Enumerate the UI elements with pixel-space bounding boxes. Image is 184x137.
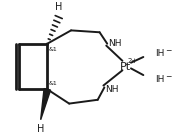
Text: &1: &1 — [48, 47, 57, 52]
Polygon shape — [41, 89, 51, 120]
Text: 2+: 2+ — [127, 58, 137, 64]
Text: IH: IH — [155, 49, 164, 58]
Text: −: − — [165, 46, 171, 55]
Text: &1: &1 — [48, 82, 57, 86]
Text: Pt: Pt — [120, 62, 131, 72]
Text: H: H — [55, 2, 62, 12]
Text: −: − — [165, 72, 171, 82]
Text: H: H — [37, 125, 44, 135]
Text: NH: NH — [108, 39, 122, 48]
Text: IH: IH — [155, 75, 164, 84]
Text: NH: NH — [105, 85, 119, 94]
